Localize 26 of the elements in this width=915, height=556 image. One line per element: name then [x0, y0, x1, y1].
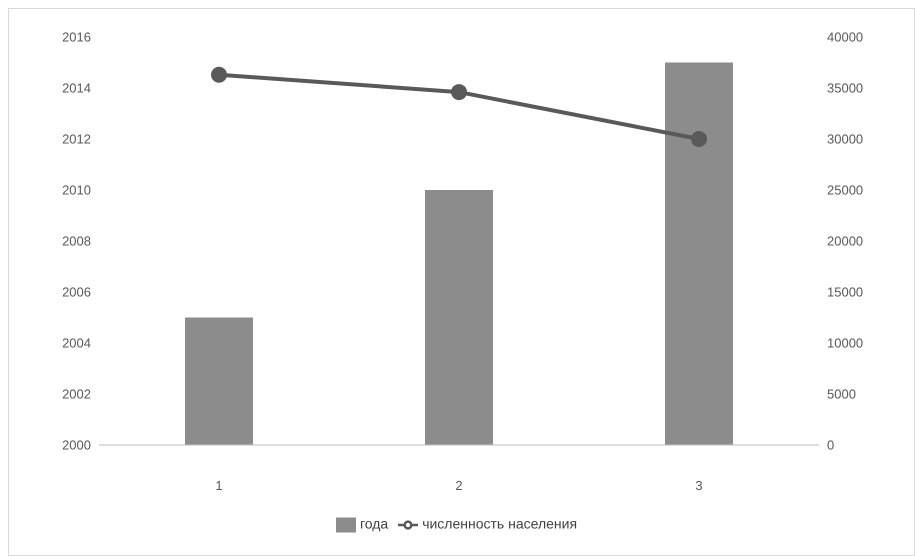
y-tick-label: 2008: [62, 234, 91, 249]
legend-label: численность населения: [422, 516, 578, 532]
x-tick-label: 1: [215, 478, 223, 494]
point: [691, 131, 707, 147]
y-tick-label: 2002: [62, 386, 91, 402]
y2-tick-label: 25000: [827, 182, 864, 198]
y-tick-label: 2012: [62, 132, 91, 147]
y2-tick-label: 40000: [827, 30, 864, 45]
y2-tick-label: 15000: [827, 284, 864, 300]
y-tick-label: 2016: [62, 30, 91, 45]
y-tick-label: 2006: [62, 284, 91, 300]
y-tick-label: 2010: [62, 182, 91, 198]
point: [211, 66, 227, 83]
y2-tick-label: 35000: [827, 80, 864, 96]
y2-tick-label: 5000: [827, 386, 856, 402]
y-tick-label: 2000: [62, 438, 91, 453]
x-tick-label: 2: [455, 478, 463, 494]
y-tick-label: 2004: [62, 336, 91, 351]
y2-tick-label: 30000: [827, 132, 864, 147]
y-tick-label: 2014: [62, 80, 91, 96]
y2-tick-label: 20000: [827, 234, 864, 249]
point: [451, 84, 467, 100]
y2-tick-label: 10000: [827, 336, 864, 351]
legend-label: года: [360, 516, 388, 532]
x-tick-label: 3: [695, 478, 703, 494]
y2-tick-label: 0: [827, 438, 834, 453]
